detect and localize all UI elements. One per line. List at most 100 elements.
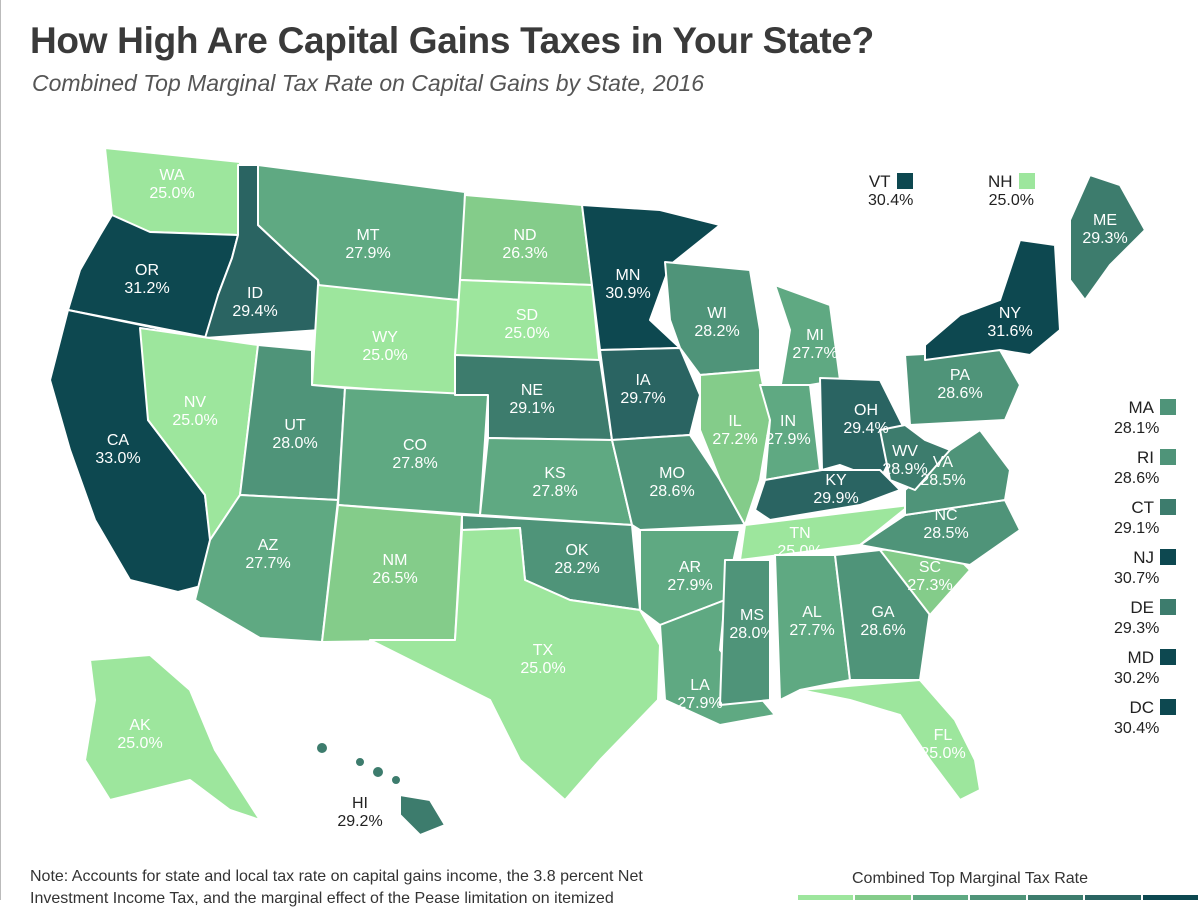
small-state-value: 30.7% (1114, 570, 1160, 587)
small-state-value: 30.2% (1114, 670, 1160, 687)
state-value-mi: 27.7% (792, 345, 837, 362)
state-code-ak: AK (129, 717, 151, 734)
small-state-swatch (1160, 699, 1176, 715)
callout-nh: NH 25.0% (988, 172, 1035, 210)
callout-value: 25.0% (988, 192, 1034, 209)
small-state-swatch (1160, 649, 1176, 665)
state-value-fl: 25.0% (920, 745, 965, 762)
color-scale-step-6 (1085, 895, 1141, 900)
state-fl (799, 679, 981, 801)
color-scale-step-4 (970, 895, 1026, 900)
state-hi (399, 794, 446, 836)
state-me (1069, 174, 1146, 301)
state-code-mi: MI (806, 327, 824, 344)
state-value-mt: 27.9% (345, 245, 390, 262)
small-state-ma: MA 28.1% (1108, 398, 1198, 438)
small-state-swatch (1160, 399, 1176, 415)
state-code-nd: ND (513, 227, 536, 244)
small-state-code: MA (1128, 398, 1155, 417)
state-value-nd: 26.3% (502, 245, 547, 262)
small-state-de: DE 29.3% (1108, 598, 1198, 638)
state-code-ne: NE (521, 382, 543, 399)
state-value-ny: 31.6% (987, 323, 1032, 340)
small-state-swatch (1160, 549, 1176, 565)
state-code-or: OR (135, 262, 159, 279)
state-value-ga: 28.6% (860, 622, 905, 639)
state-value-ky: 29.9% (813, 490, 858, 507)
state-code-tn: TN (789, 525, 810, 542)
state-value-wi: 28.2% (694, 323, 739, 340)
state-code-wa: WA (159, 167, 185, 184)
small-state-value: 29.3% (1114, 620, 1160, 637)
state-code-nc: NC (934, 507, 957, 524)
state-value-wv: 28.9% (882, 461, 927, 478)
state-code-ky: KY (825, 472, 847, 489)
state-code-nv: NV (184, 394, 207, 411)
state-value-tx: 25.0% (520, 660, 565, 677)
small-state-code: MD (1127, 648, 1154, 667)
small-state-value: 28.6% (1114, 470, 1160, 487)
small-state-value: 29.1% (1114, 520, 1160, 537)
state-value-mo: 28.6% (649, 483, 694, 500)
state-code-ms: MS (740, 607, 764, 624)
state-value-nm: 26.5% (372, 570, 417, 587)
state-value-co: 27.8% (392, 455, 437, 472)
state-code-id: ID (247, 285, 263, 302)
state-value-hi: 29.2% (337, 813, 382, 830)
state-tx (369, 527, 661, 801)
state-value-id: 29.4% (232, 303, 277, 320)
color-scale-step-1 (798, 895, 854, 900)
state-code-me: ME (1093, 212, 1117, 229)
state-value-ak: 25.0% (117, 735, 162, 752)
state-value-wy: 25.0% (362, 347, 407, 364)
state-value-nc: 28.5% (923, 525, 968, 542)
small-state-ct: CT 29.1% (1108, 498, 1198, 538)
small-state-code: NJ (1133, 548, 1154, 567)
small-state-ri: RI 28.6% (1108, 448, 1198, 488)
state-code-il: IL (728, 413, 741, 430)
state-il (699, 369, 771, 526)
state-code-co: CO (403, 437, 427, 454)
color-scale-step-7 (1142, 895, 1198, 900)
small-state-md: MD 30.2% (1108, 648, 1198, 688)
small-state-swatch (1160, 599, 1176, 615)
color-scale-step-5 (1027, 895, 1084, 900)
state-code-ar: AR (679, 559, 701, 576)
state-code-wy: WY (372, 329, 398, 346)
state-value-sc: 27.3% (907, 577, 952, 594)
state-value-ut: 28.0% (272, 435, 317, 452)
color-scale (798, 895, 1198, 900)
state-value-ok: 28.2% (554, 560, 599, 577)
state-value-ne: 29.1% (509, 400, 554, 417)
state-ky (754, 469, 901, 521)
small-state-swatch (1160, 499, 1176, 515)
state-value-sd: 25.0% (504, 325, 549, 342)
state-value-ar: 27.9% (667, 577, 712, 594)
small-state-nj: NJ 30.7% (1108, 548, 1198, 588)
state-code-va: VA (933, 454, 953, 471)
callout-swatch (896, 173, 913, 189)
state-value-mn: 30.9% (605, 285, 650, 302)
small-state-swatch (1160, 449, 1176, 465)
callout-vt: VT 30.4% (868, 172, 913, 210)
state-wv (879, 424, 951, 491)
color-scale-step-2 (855, 895, 911, 900)
state-code-ut: UT (284, 417, 306, 434)
state-code-ga: GA (871, 604, 894, 621)
state-value-oh: 29.4% (843, 420, 888, 437)
state-value-az: 27.7% (245, 555, 290, 572)
state-code-hi: HI (352, 795, 368, 812)
state-value-nv: 25.0% (172, 412, 217, 429)
state-code-al: AL (802, 604, 822, 621)
state-ak (84, 654, 261, 821)
state-value-in: 27.9% (765, 431, 810, 448)
hawaii-island-2 (354, 756, 366, 768)
state-code-mn: MN (616, 267, 641, 284)
state-code-la: LA (690, 677, 710, 694)
callout-code: VT (868, 172, 891, 191)
state-value-ks: 27.8% (532, 483, 577, 500)
state-value-la: 27.9% (677, 695, 722, 712)
hawaii-island-3 (371, 765, 385, 779)
state-value-me: 29.3% (1082, 230, 1127, 247)
